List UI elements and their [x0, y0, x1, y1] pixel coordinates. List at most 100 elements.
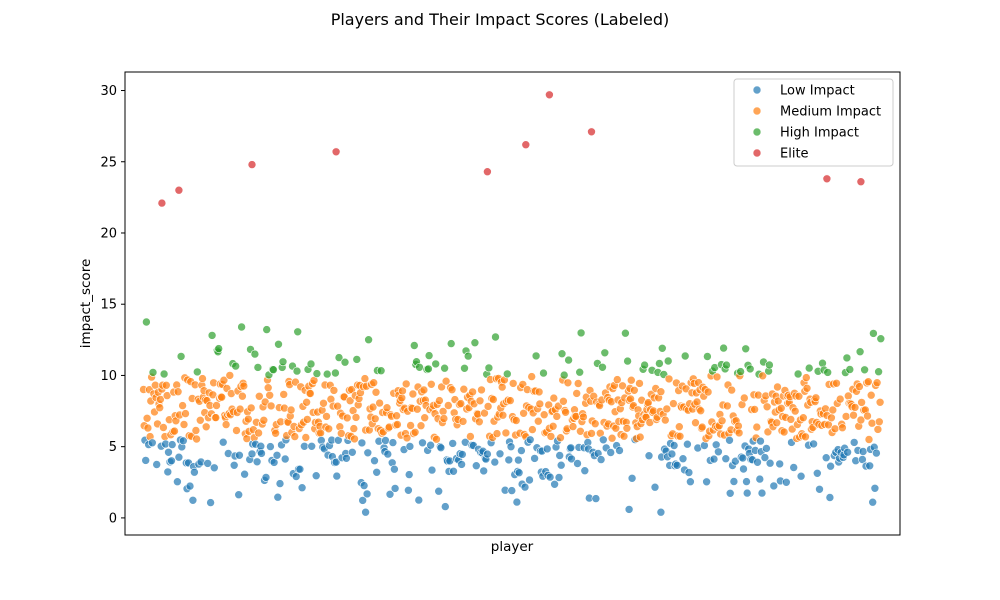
data-point-medium-impact [863, 377, 873, 387]
data-point-high-impact [334, 353, 344, 362]
data-point-high-impact [640, 360, 649, 370]
data-point-medium-impact [319, 398, 328, 408]
data-point-medium-impact [794, 391, 804, 401]
data-point-medium-impact [697, 422, 707, 432]
data-point-low-impact [739, 464, 748, 474]
data-point-low-impact [868, 497, 878, 507]
data-point-high-impact [765, 360, 774, 370]
data-point-low-impact [825, 493, 835, 502]
data-point-medium-impact [758, 371, 768, 381]
data-point-high-impact [159, 369, 169, 379]
data-point-low-impact [359, 481, 369, 490]
data-point-low-impact [596, 455, 606, 464]
data-point-low-impact [363, 448, 373, 458]
data-point-low-impact [821, 453, 831, 463]
data-point-low-impact [815, 484, 824, 494]
data-point-low-impact [627, 473, 637, 483]
data-point-medium-impact [873, 425, 883, 434]
data-point-low-impact [206, 498, 215, 507]
data-point-low-impact [164, 447, 173, 457]
data-point-low-impact [525, 435, 535, 445]
data-point-medium-impact [576, 426, 585, 436]
data-point-low-impact [742, 488, 752, 498]
data-point-medium-impact [534, 387, 544, 397]
legend-marker [752, 85, 762, 95]
data-point-low-impact [272, 450, 282, 460]
data-point-elite [483, 167, 492, 176]
data-point-low-impact [556, 460, 566, 470]
y-tick-label: 5 [109, 440, 117, 455]
data-point-low-impact [358, 496, 368, 505]
data-point-medium-impact [841, 412, 851, 421]
data-point-high-impact [440, 363, 449, 373]
data-point-high-impact [214, 344, 223, 353]
data-point-low-impact [742, 477, 751, 486]
data-point-low-impact [185, 481, 195, 491]
data-point-high-impact [352, 355, 362, 364]
data-point-medium-impact [856, 415, 866, 425]
data-point-low-impact [567, 454, 576, 464]
data-point-high-impact [564, 355, 573, 365]
data-point-medium-impact [872, 378, 882, 388]
data-point-low-impact [809, 439, 818, 449]
data-point-low-impact [755, 474, 765, 484]
data-point-medium-impact [866, 390, 876, 400]
data-point-high-impact [193, 367, 202, 377]
data-point-low-impact [347, 447, 357, 457]
data-point-medium-impact [155, 403, 164, 413]
data-point-high-impact [460, 363, 469, 373]
data-point-low-impact [418, 438, 427, 448]
data-point-medium-impact [863, 411, 872, 421]
data-point-low-impact [190, 467, 199, 477]
data-point-low-impact [525, 475, 534, 485]
data-point-medium-impact [692, 397, 702, 407]
legend-label: High Impact [780, 126, 859, 141]
legend-marker [752, 127, 762, 137]
plot-frame [124, 71, 901, 536]
data-point-medium-impact [734, 428, 744, 438]
data-point-medium-impact [208, 390, 218, 400]
data-point-medium-impact [864, 435, 874, 444]
data-point-low-impact [725, 435, 734, 445]
data-point-medium-impact [196, 415, 205, 425]
data-point-medium-impact [607, 433, 617, 443]
data-point-medium-impact [301, 433, 311, 442]
data-point-medium-impact [435, 396, 444, 405]
data-point-medium-impact [527, 372, 537, 381]
data-point-low-impact [163, 467, 173, 477]
legend-marker [752, 148, 762, 158]
data-point-high-impact [719, 343, 728, 353]
data-point-high-impact [446, 339, 456, 348]
data-point-high-impact [741, 344, 751, 354]
data-point-medium-impact [703, 387, 713, 397]
data-point-medium-impact [568, 422, 578, 431]
data-point-low-impact [606, 448, 616, 457]
data-point-low-impact [550, 479, 559, 489]
data-point-medium-impact [587, 429, 596, 438]
data-point-medium-impact [875, 397, 885, 407]
data-points [139, 90, 886, 517]
data-point-medium-impact [286, 405, 296, 415]
data-point-high-impact [663, 356, 673, 366]
data-point-low-impact [235, 450, 244, 460]
data-point-high-impact [176, 352, 186, 361]
data-point-medium-impact [849, 410, 858, 420]
data-point-low-impact [266, 442, 275, 451]
data-point-low-impact [843, 447, 852, 457]
data-point-low-impact [300, 441, 309, 451]
data-point-elite [856, 177, 866, 186]
data-point-low-impact [514, 468, 524, 478]
data-point-medium-impact [345, 396, 355, 406]
data-point-medium-impact [867, 418, 877, 428]
data-point-low-impact [615, 446, 624, 455]
data-point-low-impact [684, 468, 694, 477]
data-point-medium-impact [412, 404, 422, 414]
data-point-high-impact [237, 322, 246, 332]
data-point-medium-impact [750, 405, 759, 414]
data-point-medium-impact [198, 374, 207, 383]
data-point-medium-impact [329, 386, 339, 395]
data-point-medium-impact [691, 418, 700, 428]
data-point-medium-impact [192, 434, 201, 444]
data-point-medium-impact [432, 434, 441, 444]
data-point-high-impact [431, 359, 441, 369]
